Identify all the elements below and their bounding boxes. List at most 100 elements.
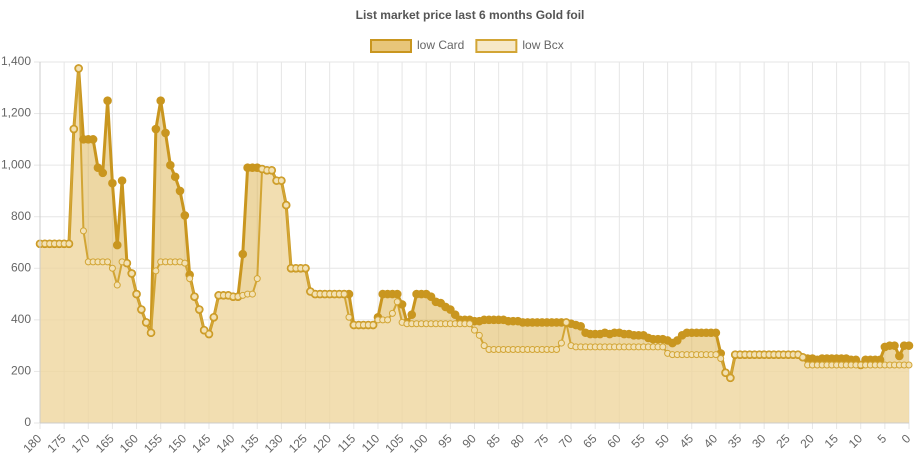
x-tick-label: 175 <box>44 431 68 455</box>
data-point <box>393 298 401 306</box>
data-point <box>117 176 127 185</box>
x-tick-label: 40 <box>701 431 721 451</box>
x-tick-label: 170 <box>69 431 93 455</box>
x-tick-label: 35 <box>725 431 745 451</box>
data-point <box>726 374 734 382</box>
data-point <box>576 322 586 331</box>
data-point <box>426 292 436 301</box>
x-tick-label: 5 <box>875 431 890 446</box>
data-point <box>170 172 180 182</box>
data-point <box>466 320 474 328</box>
data-point <box>471 326 478 334</box>
x-tick-label: 65 <box>580 431 600 451</box>
data-point <box>175 186 185 196</box>
x-tick-label: 55 <box>628 431 648 451</box>
data-point <box>672 336 682 345</box>
data-point <box>895 351 904 361</box>
x-tick-label: 125 <box>286 431 310 455</box>
data-point <box>113 281 121 289</box>
y-tick-label: 400 <box>11 312 31 326</box>
data-point <box>104 258 112 266</box>
data-point <box>181 259 189 267</box>
data-point <box>88 135 98 144</box>
data-point <box>799 353 807 361</box>
data-point <box>392 289 402 299</box>
x-tick-label: 95 <box>435 431 455 451</box>
data-point <box>103 96 112 105</box>
data-point <box>384 316 392 324</box>
data-point <box>123 259 131 267</box>
data-point <box>268 166 276 174</box>
legend-swatch[interactable] <box>475 39 518 53</box>
data-point <box>75 64 83 72</box>
legend-swatch[interactable] <box>370 39 412 53</box>
data-point <box>65 240 73 248</box>
data-point <box>186 275 194 283</box>
data-point <box>905 361 913 369</box>
y-tick-label: 1,200 <box>1 106 31 120</box>
chart-title: List market price last 6 months Gold foi… <box>356 8 585 22</box>
x-tick-label: 130 <box>262 431 286 455</box>
x-tick-label: 60 <box>604 431 624 451</box>
data-point <box>151 124 161 134</box>
x-tick-label: 85 <box>484 431 504 451</box>
data-point <box>475 331 483 339</box>
data-point <box>407 310 417 320</box>
x-tick-label: 80 <box>508 431 528 451</box>
legend-label[interactable]: low Card <box>417 38 464 52</box>
data-point <box>79 227 87 235</box>
x-tick-label: 165 <box>93 431 117 455</box>
data-point <box>200 326 208 334</box>
x-tick-label: 20 <box>797 431 817 451</box>
data-point <box>147 329 155 337</box>
data-point <box>137 306 145 314</box>
data-point <box>345 313 353 321</box>
y-tick-label: 200 <box>11 364 31 378</box>
x-tick-label: 120 <box>310 431 334 455</box>
x-tick-label: 155 <box>141 431 165 455</box>
data-point <box>190 293 198 301</box>
data-point <box>717 355 725 363</box>
data-point <box>659 343 667 351</box>
data-point <box>70 125 78 133</box>
data-point <box>480 342 488 350</box>
data-point <box>210 313 218 321</box>
x-tick-label: 110 <box>359 431 383 455</box>
data-point <box>904 341 914 350</box>
data-point <box>180 211 190 220</box>
data-point <box>253 275 261 283</box>
data-point <box>248 290 256 298</box>
x-tick-label: 15 <box>822 431 842 451</box>
data-point <box>133 290 141 298</box>
x-tick-label: 160 <box>117 431 141 455</box>
x-tick-label: 0 <box>899 431 914 446</box>
data-point <box>450 310 460 320</box>
x-tick-label: 140 <box>213 431 237 455</box>
data-point <box>98 168 108 178</box>
data-point <box>277 177 285 185</box>
data-point <box>93 163 103 173</box>
x-tick-label: 45 <box>677 431 697 451</box>
data-point <box>722 369 730 377</box>
x-tick-label: 115 <box>335 431 359 455</box>
data-point <box>302 264 310 272</box>
y-tick-label: 1,000 <box>1 157 31 171</box>
data-point <box>712 351 720 359</box>
data-point <box>142 318 150 326</box>
data-point <box>238 249 248 259</box>
data-point <box>711 328 721 338</box>
x-tick-label: 150 <box>165 431 189 455</box>
data-point <box>128 269 136 277</box>
data-point <box>553 346 561 354</box>
x-tick-label: 25 <box>773 431 793 451</box>
series-area <box>40 68 909 424</box>
data-point <box>166 160 175 170</box>
y-tick-label: 600 <box>11 260 31 274</box>
data-point <box>156 96 165 105</box>
y-tick-label: 800 <box>11 209 31 223</box>
x-tick-label: 50 <box>653 431 673 451</box>
legend-label[interactable]: low Bcx <box>522 38 563 52</box>
x-tick-label: 75 <box>532 431 552 451</box>
x-tick-label: 70 <box>556 431 576 451</box>
